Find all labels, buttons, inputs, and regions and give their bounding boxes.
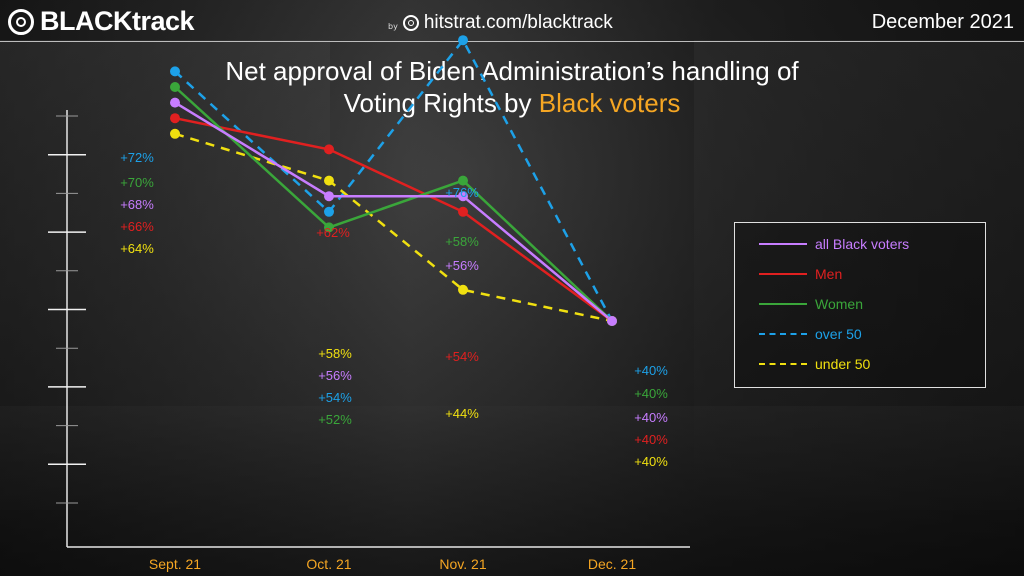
legend-label: Men	[815, 266, 843, 282]
data-label: +44%	[445, 406, 479, 421]
data-label: +40%	[634, 454, 668, 469]
header-divider	[0, 41, 1024, 42]
data-label: +56%	[445, 258, 479, 273]
data-label: +54%	[318, 390, 352, 405]
series-line	[174, 101, 613, 322]
data-point	[324, 144, 334, 155]
site-url: hitstrat.com/blacktrack	[423, 12, 613, 33]
data-label: +40%	[634, 363, 668, 378]
data-label: +54%	[445, 349, 479, 364]
data-point	[170, 97, 180, 108]
legend-item: under 50	[759, 353, 870, 375]
data-point	[170, 113, 180, 124]
brand-name: BLACKtrack	[40, 6, 195, 36]
series-line	[174, 132, 613, 323]
data-point	[324, 206, 334, 217]
data-label: +40%	[634, 386, 668, 401]
data-point	[607, 316, 617, 326]
data-point	[458, 175, 468, 186]
data-label: +58%	[318, 346, 352, 361]
legend-label: all Black voters	[815, 236, 910, 252]
series-line	[174, 37, 614, 322]
legend-swatch	[759, 243, 807, 245]
chart-legend: all Black voters Men Women over 50 under 50	[734, 222, 986, 388]
data-point	[170, 82, 180, 92]
data-label: +66%	[120, 219, 154, 234]
data-label: +72%	[120, 150, 154, 165]
chart-title-prefix: Voting Rights by	[343, 88, 539, 118]
legend-swatch	[759, 333, 807, 335]
legend-item: Women	[759, 293, 863, 315]
data-label: +58%	[445, 234, 479, 249]
data-label: +56%	[318, 368, 352, 383]
data-point	[170, 128, 180, 139]
byline: by hitstrat.com/blacktrack	[388, 12, 613, 34]
data-point	[324, 222, 334, 233]
byline-by: by	[388, 21, 398, 31]
legend-item: Men	[759, 263, 842, 285]
data-point	[458, 206, 468, 217]
x-axis-tick-label: Oct. 21	[306, 556, 351, 572]
x-axis-tick-label: Sept. 21	[149, 556, 201, 572]
series-line	[174, 116, 613, 323]
legend-item: all Black voters	[759, 233, 909, 255]
x-axis-tick-label: Nov. 21	[439, 556, 486, 572]
legend-swatch	[759, 363, 807, 365]
target-icon	[8, 8, 34, 35]
legend-label: over 50	[815, 326, 862, 342]
data-point	[458, 284, 468, 295]
data-label: +62%	[316, 225, 350, 240]
data-label: +64%	[120, 241, 154, 256]
data-point	[324, 191, 334, 202]
data-point	[170, 66, 180, 77]
chart-title-line2: Voting Rights by Black voters	[0, 87, 1024, 119]
data-label: +40%	[634, 432, 668, 447]
x-axis-tick-label: Dec. 21	[588, 556, 636, 572]
brand-logo: BLACKtrack	[8, 6, 195, 37]
data-point	[324, 175, 334, 186]
data-point	[458, 191, 468, 202]
chart-title-accent: Black voters	[538, 88, 681, 118]
site-target-icon	[402, 15, 419, 31]
legend-swatch	[759, 303, 807, 305]
legend-label: under 50	[815, 356, 871, 372]
chart-title-line1: Net approval of Biden Administration’s h…	[225, 56, 799, 86]
data-label: +40%	[634, 410, 668, 425]
data-label: +68%	[120, 197, 154, 212]
legend-swatch	[759, 273, 807, 275]
data-label: +70%	[120, 175, 154, 190]
data-label: +76%	[445, 185, 479, 200]
data-point	[458, 35, 468, 46]
data-label: +52%	[318, 412, 352, 427]
legend-item: over 50	[759, 323, 862, 345]
series-line	[174, 86, 613, 322]
report-date: December 2021	[871, 11, 1014, 33]
legend-label: Women	[815, 296, 863, 312]
